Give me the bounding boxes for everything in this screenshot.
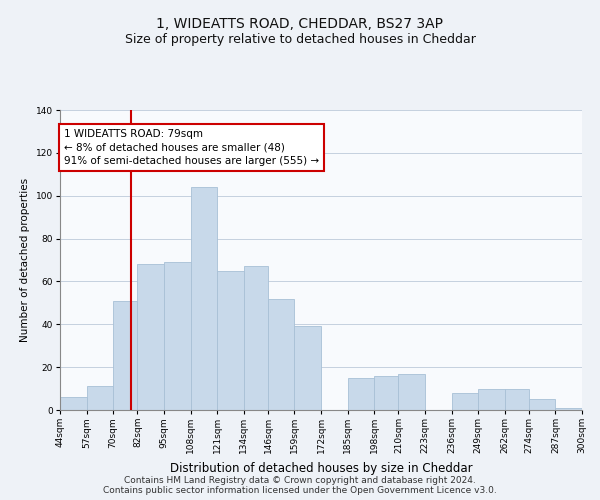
Bar [137,264,164,410]
Bar [374,376,398,410]
Bar [556,408,582,410]
Bar [505,388,529,410]
Text: Contains public sector information licensed under the Open Government Licence v3: Contains public sector information licen… [103,486,497,495]
Bar [452,393,478,410]
Text: Size of property relative to detached houses in Cheddar: Size of property relative to detached ho… [125,32,475,46]
Bar [268,298,295,410]
Bar [244,266,268,410]
X-axis label: Distribution of detached houses by size in Cheddar: Distribution of detached houses by size … [170,462,472,474]
Text: Contains HM Land Registry data © Crown copyright and database right 2024.: Contains HM Land Registry data © Crown c… [124,476,476,485]
Bar [347,378,374,410]
Bar [86,386,113,410]
Text: 1, WIDEATTS ROAD, CHEDDAR, BS27 3AP: 1, WIDEATTS ROAD, CHEDDAR, BS27 3AP [157,18,443,32]
Bar [478,388,505,410]
Text: 1 WIDEATTS ROAD: 79sqm
← 8% of detached houses are smaller (48)
91% of semi-deta: 1 WIDEATTS ROAD: 79sqm ← 8% of detached … [64,130,319,166]
Bar [191,187,217,410]
Bar [113,300,137,410]
Bar [60,397,86,410]
Bar [398,374,425,410]
Bar [164,262,191,410]
Bar [295,326,321,410]
Bar [529,400,556,410]
Y-axis label: Number of detached properties: Number of detached properties [20,178,30,342]
Bar [217,270,244,410]
